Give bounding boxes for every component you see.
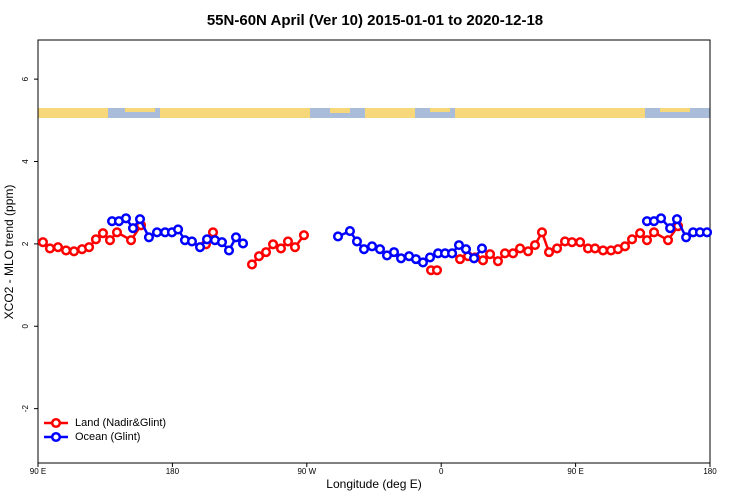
point bbox=[125, 235, 137, 246]
point bbox=[424, 252, 436, 263]
point bbox=[395, 253, 407, 264]
x-tick-label: 180 bbox=[166, 467, 180, 476]
y-axis-label: XCO2 - MLO trend (ppm) bbox=[2, 185, 16, 320]
point bbox=[454, 254, 466, 265]
point bbox=[344, 226, 356, 237]
point bbox=[68, 246, 80, 257]
point bbox=[246, 259, 258, 270]
plot-frame bbox=[37, 39, 711, 464]
point bbox=[120, 213, 132, 224]
point bbox=[507, 248, 519, 259]
point bbox=[111, 227, 123, 238]
point bbox=[207, 227, 219, 238]
point bbox=[552, 243, 563, 254]
point bbox=[127, 223, 139, 234]
point bbox=[529, 240, 541, 251]
point bbox=[298, 230, 310, 241]
point bbox=[37, 237, 48, 248]
x-tick-label: 90 E bbox=[567, 467, 583, 476]
point bbox=[460, 244, 472, 255]
point bbox=[289, 242, 301, 253]
y-tick-label: 6 bbox=[21, 76, 30, 81]
point bbox=[641, 235, 653, 246]
point bbox=[566, 237, 578, 248]
point bbox=[619, 241, 631, 252]
point bbox=[90, 234, 101, 245]
point bbox=[388, 247, 400, 258]
point bbox=[543, 247, 555, 258]
y-tick-label: 0 bbox=[21, 323, 30, 328]
point bbox=[453, 240, 465, 251]
point bbox=[447, 248, 458, 259]
point bbox=[230, 232, 242, 243]
point bbox=[417, 257, 429, 268]
point bbox=[186, 236, 198, 247]
point bbox=[194, 242, 206, 253]
point bbox=[268, 239, 279, 250]
point bbox=[655, 213, 667, 224]
point bbox=[665, 223, 676, 234]
legend-marker bbox=[50, 431, 62, 443]
point bbox=[84, 242, 95, 253]
point bbox=[662, 235, 674, 246]
point bbox=[477, 255, 489, 266]
point bbox=[431, 265, 443, 276]
point bbox=[492, 256, 503, 267]
point bbox=[151, 227, 163, 238]
point bbox=[476, 243, 488, 254]
point bbox=[260, 247, 272, 258]
point bbox=[358, 244, 370, 255]
point bbox=[469, 253, 480, 264]
point bbox=[61, 245, 72, 256]
point bbox=[575, 237, 586, 248]
y-tick-label: 4 bbox=[21, 159, 30, 164]
point bbox=[332, 231, 344, 242]
legend-label: Ocean (Glint) bbox=[75, 431, 140, 443]
point bbox=[201, 234, 213, 245]
point bbox=[484, 249, 496, 260]
point bbox=[681, 232, 692, 243]
x-axis-label: Longitude (deg E) bbox=[326, 477, 421, 491]
y-tick-label: 2 bbox=[21, 241, 30, 246]
point bbox=[44, 243, 55, 254]
y-tick-label: -2 bbox=[21, 405, 30, 413]
point bbox=[275, 243, 287, 254]
point bbox=[536, 227, 548, 238]
x-tick-label: 180 bbox=[703, 467, 717, 476]
point bbox=[374, 244, 386, 255]
legend-marker bbox=[50, 417, 62, 429]
point bbox=[648, 227, 660, 238]
point bbox=[367, 241, 378, 252]
point bbox=[499, 248, 511, 259]
x-tick-label: 90 W bbox=[297, 467, 316, 476]
point bbox=[52, 242, 64, 253]
point bbox=[282, 236, 294, 247]
point bbox=[134, 214, 146, 225]
land-ocean-strip bbox=[38, 108, 710, 118]
point bbox=[671, 214, 683, 225]
point bbox=[216, 237, 228, 248]
chart-title: 55N-60N April (Ver 10) 2015-01-01 to 202… bbox=[207, 12, 543, 29]
point bbox=[626, 234, 638, 245]
point bbox=[351, 236, 363, 247]
point bbox=[589, 243, 601, 254]
point bbox=[514, 243, 526, 254]
point bbox=[173, 224, 184, 235]
x-tick-label: 90 E bbox=[30, 467, 46, 476]
x-tick-label: 0 bbox=[439, 467, 444, 476]
point bbox=[97, 228, 109, 239]
point bbox=[223, 245, 235, 256]
legend-label: Land (Nadir&Glint) bbox=[75, 417, 166, 429]
point bbox=[253, 251, 265, 262]
point bbox=[635, 228, 646, 239]
point bbox=[237, 238, 249, 249]
point bbox=[701, 227, 713, 238]
point bbox=[143, 232, 155, 243]
point bbox=[104, 235, 116, 246]
point bbox=[598, 245, 609, 256]
point bbox=[523, 246, 534, 257]
